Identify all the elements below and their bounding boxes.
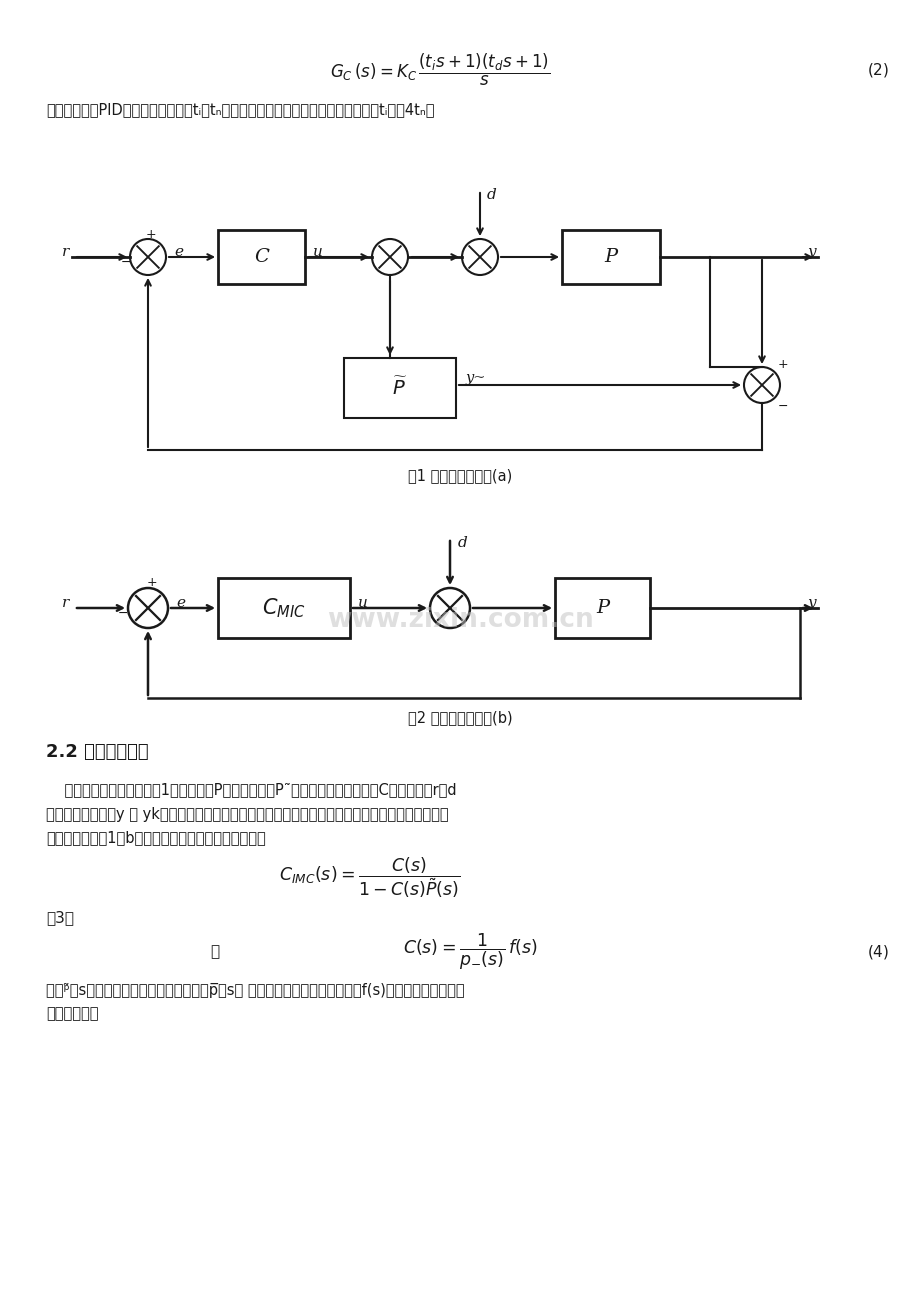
Text: C: C bbox=[254, 247, 268, 266]
Text: e: e bbox=[176, 596, 185, 611]
Text: +: + bbox=[777, 358, 788, 371]
Text: u: u bbox=[357, 596, 368, 611]
FancyBboxPatch shape bbox=[344, 358, 456, 418]
Text: y~: y~ bbox=[466, 371, 486, 385]
Text: d: d bbox=[458, 536, 467, 549]
Text: −: − bbox=[118, 607, 128, 620]
Text: $(2)$: $(2)$ bbox=[866, 61, 888, 79]
Text: 图1 内模控制配置图(a): 图1 内模控制配置图(a) bbox=[407, 469, 512, 483]
Text: y: y bbox=[807, 596, 816, 611]
Text: d: d bbox=[486, 187, 496, 202]
FancyBboxPatch shape bbox=[218, 578, 349, 638]
Text: $G_C\,(s) = K_C\,\dfrac{(t_i s+1)(t_d s+1)}{s}$: $G_C\,(s) = K_C\,\dfrac{(t_i s+1)(t_d s+… bbox=[329, 52, 550, 89]
Text: P: P bbox=[604, 247, 617, 266]
Text: $C_{IMC}(s) = \dfrac{C(s)}{1 - C(s)\tilde{P}(s)}$: $C_{IMC}(s) = \dfrac{C(s)}{1 - C(s)\tild… bbox=[279, 855, 460, 901]
Text: 一般形式是：: 一般形式是： bbox=[46, 1006, 98, 1022]
Text: −: − bbox=[120, 255, 131, 268]
Text: 是设置点和干扰，y 和 yk分别是被控对象的输出和模型对象的输出。内模控制结构相当于古典单闭环: 是设置点和干扰，y 和 yk分别是被控对象的输出和模型对象的输出。内模控制结构相… bbox=[46, 806, 448, 822]
Text: $C(s) = \dfrac{1}{p_{-}(s)}\,f(s)$: $C(s) = \dfrac{1}{p_{-}(s)}\,f(s)$ bbox=[403, 932, 537, 973]
Text: −: − bbox=[777, 400, 788, 413]
Text: 基本的内模控制原则如图1所示，其中P是被控对象，P˜是名义上的模型对象，C是控制器，r和d: 基本的内模控制原则如图1所示，其中P是被控对象，P˜是名义上的模型对象，C是控制… bbox=[46, 783, 456, 798]
Text: P: P bbox=[596, 599, 608, 617]
Text: $(4)$: $(4)$ bbox=[866, 943, 888, 961]
FancyBboxPatch shape bbox=[562, 230, 659, 284]
Text: r: r bbox=[62, 245, 69, 259]
Text: +: + bbox=[145, 228, 156, 241]
FancyBboxPatch shape bbox=[218, 230, 305, 284]
Text: 反馈控制器如图1（b）所示，如果单闭环控制器如下：: 反馈控制器如图1（b）所示，如果单闭环控制器如下： bbox=[46, 831, 266, 845]
Text: e: e bbox=[174, 245, 183, 259]
Text: $C_{MIC}$: $C_{MIC}$ bbox=[262, 596, 305, 620]
Text: （3）: （3） bbox=[46, 910, 74, 926]
Text: www.zixin.com.cn: www.zixin.com.cn bbox=[326, 607, 593, 633]
Text: 在根轨迹中，PID控制器有两个零点tᵢ和tₙ，一个极点是原点。条件是两个零点满足tᵢ大于4tₙ。: 在根轨迹中，PID控制器有两个零点tᵢ和tₙ，一个极点是原点。条件是两个零点满足… bbox=[46, 103, 434, 117]
Text: y: y bbox=[807, 245, 816, 259]
FancyBboxPatch shape bbox=[554, 578, 650, 638]
Text: u: u bbox=[312, 245, 323, 259]
Text: 图2 内模控制配置图(b): 图2 内模控制配置图(b) bbox=[407, 711, 512, 725]
Text: +: + bbox=[146, 575, 157, 589]
Text: r: r bbox=[62, 596, 69, 611]
Text: $\widetilde{P}$: $\widetilde{P}$ bbox=[391, 378, 407, 400]
Text: 其中ᵖ̃（s）是被控模型的最小相位部分，p̅（s） 包含任何时间延迟和右零点，f(s)是一个低通滤波器，: 其中ᵖ̃（s）是被控模型的最小相位部分，p̅（s） 包含任何时间延迟和右零点，f… bbox=[46, 983, 464, 997]
Text: 2.2 内模控制原则: 2.2 内模控制原则 bbox=[46, 743, 149, 760]
Text: 及: 及 bbox=[210, 944, 220, 960]
